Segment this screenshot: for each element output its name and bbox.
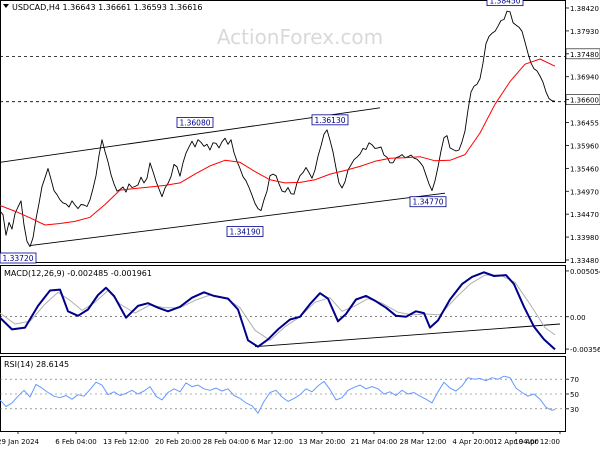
macd-trendline <box>254 323 561 348</box>
annotation-label-3: 1.34190 <box>229 228 260 237</box>
time-label-0: 29 Jan 2024 <box>0 438 40 446</box>
axis-label-main-7: 1.35460 <box>570 165 599 173</box>
axis-label-macd-0: 0.005054 <box>570 268 600 276</box>
time-label-11: 19 Apr 12:00 <box>514 438 560 446</box>
series-macd <box>0 271 556 351</box>
macd-header: MACD(12,26,9) -0.002485 -0.001961 <box>4 269 152 278</box>
right-price-axis: 1.38420 1.37930 1.37480 1.36940 1.36600 1.364… <box>565 5 600 414</box>
axis-label-main-4: 1.36600 <box>570 97 599 105</box>
annotation-box-1 <box>176 117 214 128</box>
axis-label-main-3: 1.36940 <box>570 74 599 82</box>
annotation-box-2 <box>311 114 349 126</box>
price-panel: ActionForex.com USDCAD,H4 1.36643 1.3666… <box>0 0 566 264</box>
axis-label-main-5: 1.36455 <box>570 120 599 128</box>
time-label-8: 28 Mar 12:00 <box>400 438 447 446</box>
time-label-6: 13 Mar 20:00 <box>299 438 346 446</box>
time-label-7: 21 Mar 04:00 <box>351 438 398 446</box>
axis-label-macd-2: -0.003569 <box>570 346 600 354</box>
rsi-levels <box>0 378 566 410</box>
series-price <box>0 10 556 248</box>
axis-label-rsi-0: 70 <box>570 376 579 384</box>
annotation-label-5: 1.33720 <box>2 254 33 263</box>
collapse-triangle-icon[interactable] <box>3 4 9 8</box>
axis-label-main-10: 1.33980 <box>570 234 599 242</box>
axis-label-main-0: 1.38420 <box>570 5 599 13</box>
axis-label-main-6: 1.35960 <box>570 142 599 150</box>
series-rsi <box>0 375 556 414</box>
annotation-box-4 <box>409 196 447 208</box>
time-label-2: 13 Feb 12:00 <box>103 438 149 446</box>
horizontal-levels <box>0 56 566 103</box>
axis-label-main-1: 1.37930 <box>570 28 599 36</box>
trendline-0 <box>254 323 561 348</box>
macd-panel-frame <box>0 265 566 354</box>
price-series <box>0 10 556 248</box>
axis-label-macd-1: 0.00 <box>570 314 586 322</box>
price-annotations: 1.38450 1.36080 1.36130 1.34190 1.34770 1.337… <box>0 0 524 264</box>
annotation-label-4: 1.34770 <box>412 198 443 207</box>
macd-panel: MACD(12,26,9) -0.002485 -0.001961 <box>0 265 566 354</box>
axis-label-main-11: 1.33480 <box>570 257 599 265</box>
annotation-box-0 <box>486 0 524 7</box>
series-moving-average <box>0 58 556 226</box>
rsi-header: RSI(14) 28.6145 <box>4 360 69 369</box>
axis-label-main-9: 1.34470 <box>570 211 599 219</box>
axis-label-rsi-2: 30 <box>570 406 579 414</box>
time-label-10: 12 Apr 04:00 <box>493 438 539 446</box>
axis-label-main-2: 1.37480 <box>570 51 599 59</box>
watermark: ActionForex.com <box>217 25 383 49</box>
macd-series <box>0 271 556 351</box>
time-label-3: 20 Feb 20:00 <box>155 438 201 446</box>
annotation-label-2: 1.36130 <box>314 116 345 125</box>
price-header: USDCAD,H4 1.36643 1.36661 1.36593 1.3661… <box>12 3 202 12</box>
time-axis: 29 Jan 2024 6 Feb 04:00 13 Feb 12:00 20 Feb… <box>0 431 561 446</box>
axis-label-main-8: 1.34970 <box>570 188 599 196</box>
rsi-panel: RSI(14) 28.6145 <box>0 356 566 432</box>
time-label-9: 4 Apr 20:00 <box>452 438 493 446</box>
annotation-label-1: 1.36080 <box>179 118 210 127</box>
time-label-5: 6 Mar 12:00 <box>251 438 293 446</box>
series-signal <box>0 274 556 341</box>
time-label-4: 28 Feb 04:00 <box>203 438 249 446</box>
annotation-label-0: 1.38450 <box>489 0 520 6</box>
time-label-1: 6 Feb 04:00 <box>55 438 96 446</box>
annotation-box-5 <box>0 252 37 264</box>
annotation-box-3 <box>226 226 264 237</box>
rsi-series <box>0 375 556 414</box>
price-panel-frame <box>0 0 566 263</box>
trendline-1 <box>29 192 446 247</box>
axis-label-rsi-1: 50 <box>570 391 579 399</box>
